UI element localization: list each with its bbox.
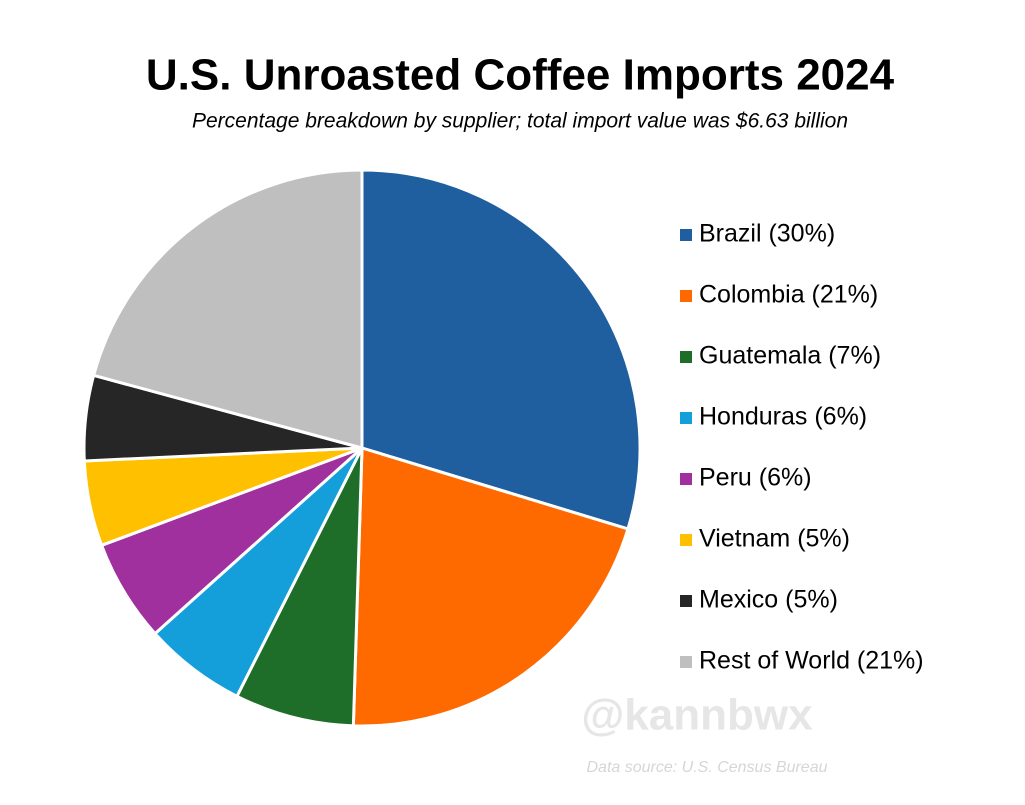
pie-slice — [91, 168, 364, 450]
legend-label: Guatemala (7%) — [699, 342, 881, 370]
pie — [82, 168, 642, 728]
legend: Brazil (30%) Colombia (21%) Guatemala (7%)… — [680, 220, 924, 675]
pie-slice — [360, 168, 642, 531]
legend-label: Peru (6%) — [699, 464, 812, 492]
legend-swatch — [680, 351, 692, 363]
legend-swatch — [680, 534, 692, 546]
legend-swatch — [680, 290, 692, 302]
legend-label: Mexico (5%) — [699, 586, 838, 614]
legend-label: Honduras (6%) — [699, 403, 867, 431]
legend-label: Colombia (21%) — [699, 281, 878, 309]
pie-slice — [234, 447, 364, 728]
pie-slice — [351, 445, 630, 728]
source-note: Data source: U.S. Census Bureau — [586, 759, 827, 776]
legend-label: Vietnam (5%) — [699, 525, 850, 553]
chart-title: U.S. Unroasted Coffee Imports 2024 — [146, 51, 895, 100]
legend-swatch — [680, 412, 692, 424]
legend-swatch — [680, 656, 692, 668]
legend-swatch — [680, 473, 692, 485]
legend-swatch — [680, 229, 692, 241]
legend-swatch — [680, 595, 692, 607]
legend-label: Rest of World (21%) — [699, 647, 924, 675]
legend-label: Brazil (30%) — [699, 220, 835, 248]
chart-subtitle: Percentage breakdown by supplier; total … — [192, 110, 848, 133]
watermark: @kannbwx — [581, 691, 813, 740]
